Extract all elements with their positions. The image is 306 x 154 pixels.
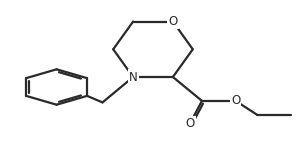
Text: O: O [185,118,194,130]
Text: N: N [129,71,137,83]
Text: O: O [231,94,240,107]
Text: O: O [168,15,177,28]
